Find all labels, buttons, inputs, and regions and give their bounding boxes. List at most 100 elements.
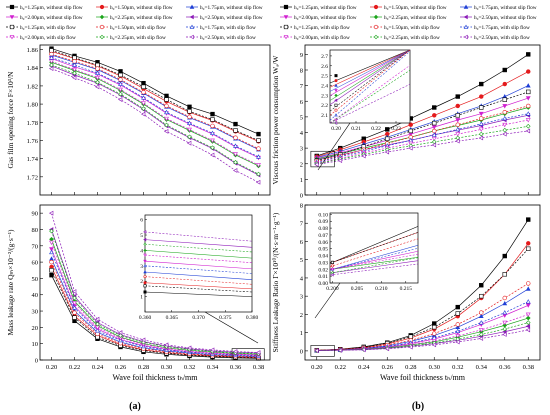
data-point [337, 158, 343, 164]
inset-y-tick-label: 0.04 [318, 254, 328, 260]
data-point [502, 332, 507, 337]
inset-series-line [329, 232, 419, 264]
inset-data-point [143, 242, 147, 246]
inset-data-point [143, 237, 147, 242]
inset-data-point [330, 264, 334, 268]
data-point [502, 97, 507, 102]
data-point [502, 122, 508, 128]
data-point [49, 259, 54, 265]
inset-y-tick-label: 0.08 [318, 226, 328, 232]
data-point [71, 289, 77, 294]
data-point [314, 162, 319, 167]
inset-x-tick-label: 0.365 [166, 315, 179, 321]
data-point [478, 332, 484, 337]
data-point [233, 128, 238, 133]
y-tick-label: 9 [300, 52, 303, 59]
x-axis-label: Wave foil thickness tₕ/mm [380, 373, 466, 382]
data-point [49, 62, 54, 68]
data-point [187, 120, 192, 126]
data-point [256, 131, 261, 137]
y-tick-label: 70 [32, 243, 39, 250]
inset-series-line [144, 276, 253, 285]
panel-label-b: (b) [412, 401, 424, 412]
data-point [361, 153, 366, 159]
legend-marker [189, 34, 194, 40]
data-point [525, 111, 531, 116]
inset-data-point [143, 270, 147, 274]
y-tick-label: 6 [300, 99, 304, 106]
inset-data-point [143, 230, 147, 234]
legend-marker [99, 4, 105, 10]
inset-data-point [143, 284, 147, 288]
x-tick-label: 0.24 [92, 364, 104, 371]
x-tick-label: 0.32 [184, 364, 195, 371]
y-tick-label: 1.78 [27, 120, 38, 127]
inset-data-point [330, 273, 334, 277]
y-tick-label: 1.72 [27, 174, 38, 181]
data-point [210, 130, 215, 136]
data-point [479, 81, 484, 87]
series-line [316, 54, 529, 157]
data-point [256, 171, 261, 177]
data-point [408, 344, 413, 350]
legend-label: h₀=1.75μm, with slip flow [200, 24, 256, 31]
series-line [316, 317, 529, 351]
inset-series-line [144, 285, 253, 293]
plot-frame [39, 204, 271, 361]
inset-data-point [143, 253, 147, 257]
data-point [49, 249, 54, 255]
series-line [316, 119, 529, 164]
data-point [525, 312, 531, 317]
y-tick-label: 1.76 [27, 138, 39, 145]
data-point [49, 59, 54, 64]
inset-series-line [329, 256, 419, 270]
data-point [72, 62, 77, 67]
legend-marker [9, 24, 15, 30]
inset-series-line [329, 65, 411, 124]
inset-series-line [329, 49, 411, 105]
data-point [408, 145, 413, 151]
data-point [49, 272, 54, 278]
data-point [525, 320, 531, 325]
y-tick-label: 1.86 [27, 47, 39, 54]
inset-y-tick-label: 4 [140, 248, 143, 254]
data-point [408, 128, 413, 134]
series-line [316, 113, 529, 163]
data-point [455, 113, 460, 118]
data-point [255, 179, 261, 185]
y-tick-label: 4 [300, 130, 304, 137]
inset-y-tick-label: 2 [140, 279, 143, 285]
inset-series-line [329, 49, 411, 101]
data-point [384, 149, 390, 155]
inset-y-tick-label: 0.09 [318, 219, 328, 225]
series-line [316, 322, 529, 351]
y-tick-label: 80 [32, 227, 39, 234]
y-tick-label: 5 [300, 114, 303, 121]
data-point [72, 315, 77, 320]
data-point [233, 143, 238, 148]
series-line [51, 61, 259, 167]
data-point [256, 138, 261, 143]
legend-marker [373, 4, 379, 10]
x-tick-label: 0.24 [358, 364, 370, 371]
legend-marker [189, 24, 195, 29]
legend-label: h₀=2.00μm, without slip flow [294, 14, 357, 21]
data-point [49, 240, 54, 246]
series-line [51, 53, 259, 149]
inset-frame [144, 214, 253, 313]
data-point [118, 91, 123, 97]
data-point [479, 94, 484, 99]
y-tick-label: 3 [300, 146, 303, 153]
legend-label: h₀=1.50μm, with slip flow [110, 24, 166, 31]
inset-data-point [334, 74, 338, 78]
series-line [316, 329, 529, 352]
data-point [232, 168, 238, 173]
data-point [141, 106, 146, 111]
inset-series-line [329, 49, 411, 92]
data-point [141, 95, 146, 100]
inset-series-line [144, 231, 253, 242]
data-point [233, 121, 238, 127]
data-point [478, 111, 484, 117]
data-point [117, 330, 123, 335]
zoom-region [310, 345, 335, 357]
